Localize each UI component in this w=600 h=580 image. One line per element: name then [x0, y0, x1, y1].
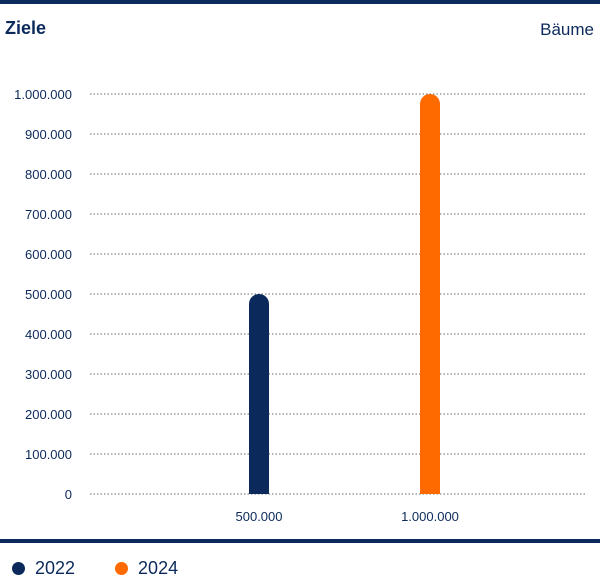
y-tick-label: 100.000 [25, 447, 72, 462]
y-tick-label: 1.000.000 [14, 87, 72, 102]
y-tick-label: 800.000 [25, 167, 72, 182]
y-tick-label: 600.000 [25, 247, 72, 262]
legend-dot-2022 [12, 561, 25, 575]
bar-chart: 0 100.000 200.000 300.000 400.000 500.000 600.… [14, 87, 585, 524]
y-tick-label: 0 [65, 487, 72, 502]
bottom-rule [0, 539, 600, 543]
legend-label-2022: 2022 [35, 557, 76, 578]
legend-dot-2024 [115, 561, 129, 575]
y-tick-label: 400.000 [25, 327, 72, 342]
legend-label-2024: 2024 [138, 557, 179, 578]
legend-item-2022: 2022 [12, 558, 75, 579]
legend: 2022 2024 [0, 556, 206, 580]
chart-title: Ziele [5, 18, 47, 38]
y-tick-label: 300.000 [25, 367, 72, 382]
y-tick-label: 200.000 [25, 407, 72, 422]
x-tick-label: 500.000 [236, 509, 283, 524]
unit-label: Bäume [540, 20, 594, 39]
y-tick-label: 700.000 [25, 207, 72, 222]
y-tick-label: 900.000 [25, 127, 72, 142]
top-rule [0, 0, 600, 4]
y-tick-label: 500.000 [25, 287, 72, 302]
x-tick-label: 1.000.000 [401, 509, 459, 524]
bar-2024 [420, 94, 440, 494]
legend-item-2024: 2024 [115, 558, 178, 579]
bar-2022 [249, 294, 269, 494]
